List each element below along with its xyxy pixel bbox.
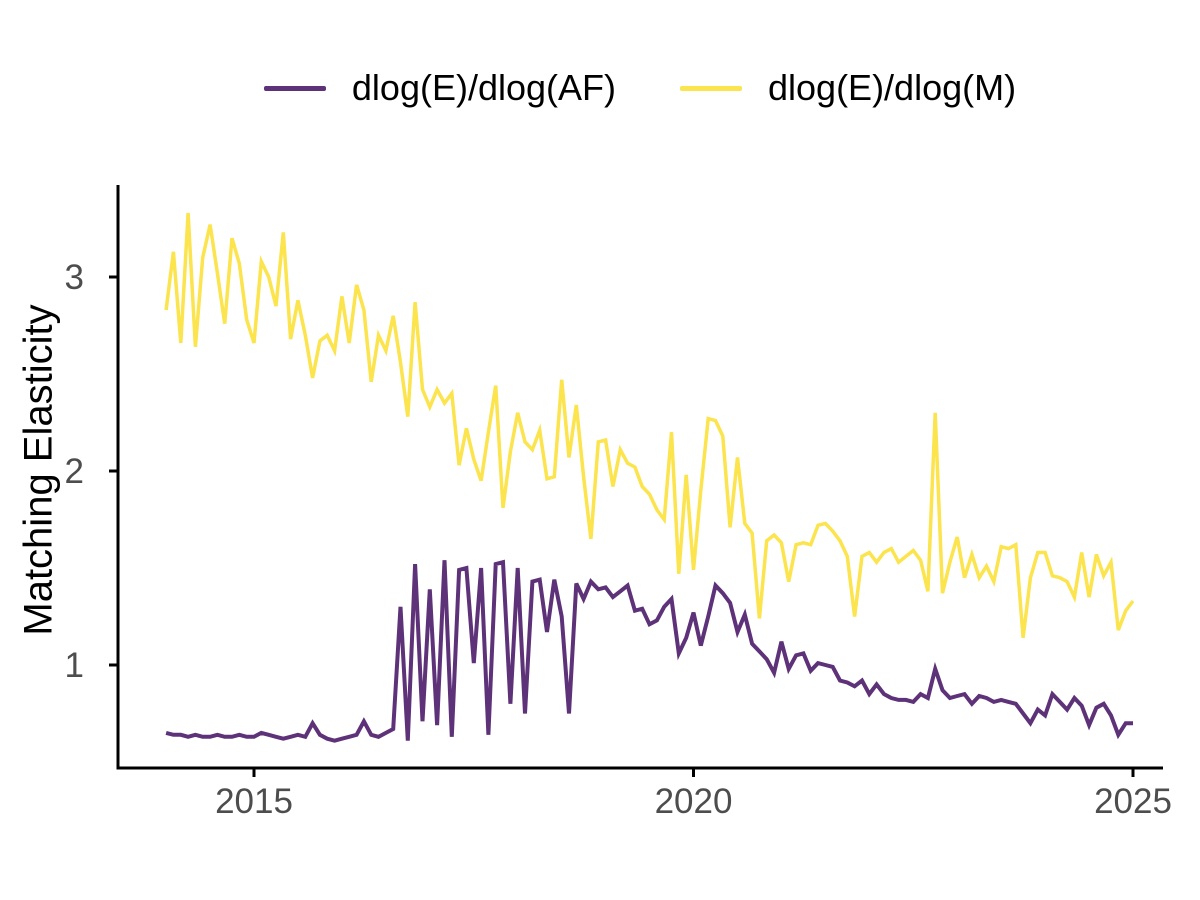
legend-label-af: dlog(E)/dlog(AF): [351, 67, 616, 108]
legend-label-m: dlog(E)/dlog(M): [768, 67, 1017, 108]
legend-key-line-af: [263, 85, 326, 91]
legend-item-dlogE-dlogM: dlog(E)/dlog(M): [680, 67, 1016, 109]
y-tick-label: 2: [65, 452, 84, 491]
legend-item-dlogE-dlogAF: dlog(E)/dlog(AF): [263, 67, 616, 109]
x-tick-label: 2025: [1094, 782, 1172, 821]
legend-key-line-m: [680, 85, 742, 91]
series-line-dlogE-dlogM: [164, 212, 1135, 639]
series-layer: [164, 212, 1135, 743]
x-tick-label: 2015: [215, 782, 293, 821]
x-tick-label: 2020: [655, 782, 733, 821]
legend: dlog(E)/dlog(AF) dlog(E)/dlog(M): [80, 58, 1200, 118]
y-tick-label: 1: [65, 646, 84, 685]
axes-layer: 2015 2020 2025 1 2 3: [65, 185, 1172, 821]
y-tick-label: 3: [65, 258, 84, 297]
series-line-dlogE-dlogAF: [165, 559, 1133, 743]
